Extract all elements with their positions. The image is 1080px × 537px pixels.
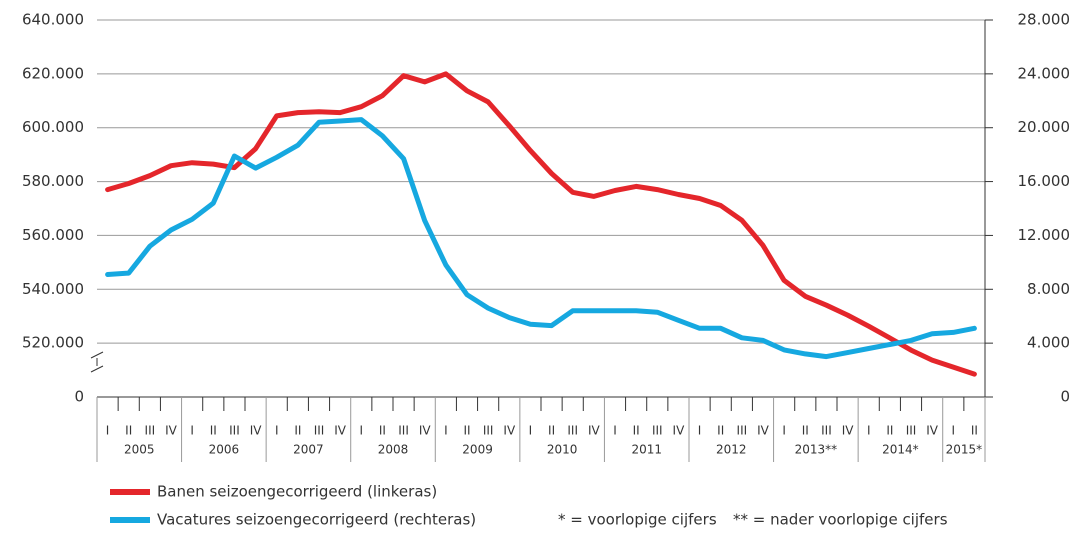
- x-tick-label: IV: [419, 424, 432, 438]
- x-tick-label: II: [210, 424, 217, 438]
- x-tick-label: IV: [165, 424, 178, 438]
- x-tick-label: III: [398, 424, 409, 438]
- x-tick-label: III: [737, 424, 748, 438]
- y2-tick-label: 8.000: [1027, 280, 1070, 298]
- x-tick-label: IV: [926, 424, 939, 438]
- x-tick-label: II: [802, 424, 809, 438]
- y2-tick-label: 20.000: [1018, 118, 1071, 136]
- x-tick-label: II: [125, 424, 132, 438]
- x-tick-label: I: [444, 424, 448, 438]
- series-line: [105, 71, 977, 377]
- year-label: 2009: [462, 443, 493, 457]
- x-tick-label: IV: [334, 424, 347, 438]
- legend-label: Banen seizoengecorrigeerd (linkeras): [157, 483, 437, 501]
- note: ** = nader voorlopige cijfers: [733, 511, 948, 529]
- y2-tick-label: 28.000: [1018, 11, 1071, 29]
- x-tick-label: I: [275, 424, 279, 438]
- y-tick-label: 620.000: [22, 64, 84, 82]
- x-tick-label: III: [145, 424, 156, 438]
- x-tick-label: II: [886, 424, 893, 438]
- x-tick-label: III: [483, 424, 494, 438]
- x-tick-label: II: [379, 424, 386, 438]
- legend-label: Vacatures seizoengecorrigeerd (rechteras…: [157, 511, 476, 529]
- x-tick-label: I: [529, 424, 533, 438]
- y2-tick-label: 12.000: [1018, 226, 1071, 244]
- x-tick-label: I: [782, 424, 786, 438]
- y-tick-label: 560.000: [22, 226, 84, 244]
- note: * = voorlopige cijfers: [558, 511, 717, 529]
- x-tick-label: I: [952, 424, 956, 438]
- year-label: 2006: [209, 443, 240, 457]
- x-tick-label: IV: [250, 424, 263, 438]
- x-tick-label: I: [190, 424, 194, 438]
- year-label: 2008: [378, 443, 409, 457]
- axis-break: [90, 351, 104, 373]
- year-label: 2010: [547, 443, 578, 457]
- x-tick-label: III: [652, 424, 663, 438]
- series-line: [105, 117, 977, 360]
- x-tick-label: II: [717, 424, 724, 438]
- year-label: 2014*: [882, 443, 919, 457]
- x-tick-label: IV: [842, 424, 855, 438]
- y-tick-label: 640.000: [22, 11, 84, 29]
- year-label: 2005: [124, 443, 155, 457]
- x-tick-label: I: [867, 424, 871, 438]
- x-tick-label: I: [613, 424, 617, 438]
- x-tick-label: IV: [673, 424, 686, 438]
- year-label: 2011: [631, 443, 662, 457]
- x-tick-label: IV: [503, 424, 516, 438]
- x-tick-label: III: [229, 424, 240, 438]
- y2-tick-label: 4.000: [1027, 334, 1070, 352]
- year-label: 2012: [716, 443, 747, 457]
- x-tick-label: IV: [757, 424, 770, 438]
- x-tick-label: II: [294, 424, 301, 438]
- year-label: 2013**: [795, 443, 838, 457]
- x-tick-label: I: [698, 424, 702, 438]
- x-tick-label: I: [360, 424, 364, 438]
- y-tick-label: 580.000: [22, 172, 84, 190]
- y2-tick-label: 24.000: [1018, 64, 1071, 82]
- y-break-label: 0: [74, 388, 84, 406]
- y2-tick-label: 16.000: [1018, 172, 1071, 190]
- x-tick-label: II: [971, 424, 978, 438]
- y2-tick-label: 0: [1060, 388, 1070, 406]
- x-tick-label: IV: [588, 424, 601, 438]
- y-tick-label: 600.000: [22, 118, 84, 136]
- x-tick-label: II: [463, 424, 470, 438]
- year-label: 2007: [293, 443, 324, 457]
- x-tick-label: III: [821, 424, 832, 438]
- x-tick-label: III: [906, 424, 917, 438]
- y-tick-label: 520.000: [22, 334, 84, 352]
- x-tick-label: II: [633, 424, 640, 438]
- x-tick-label: III: [314, 424, 325, 438]
- x-tick-label: I: [106, 424, 110, 438]
- year-label: 2015*: [946, 443, 983, 457]
- x-tick-label: II: [548, 424, 555, 438]
- y-tick-label: 540.000: [22, 280, 84, 298]
- x-tick-label: III: [567, 424, 578, 438]
